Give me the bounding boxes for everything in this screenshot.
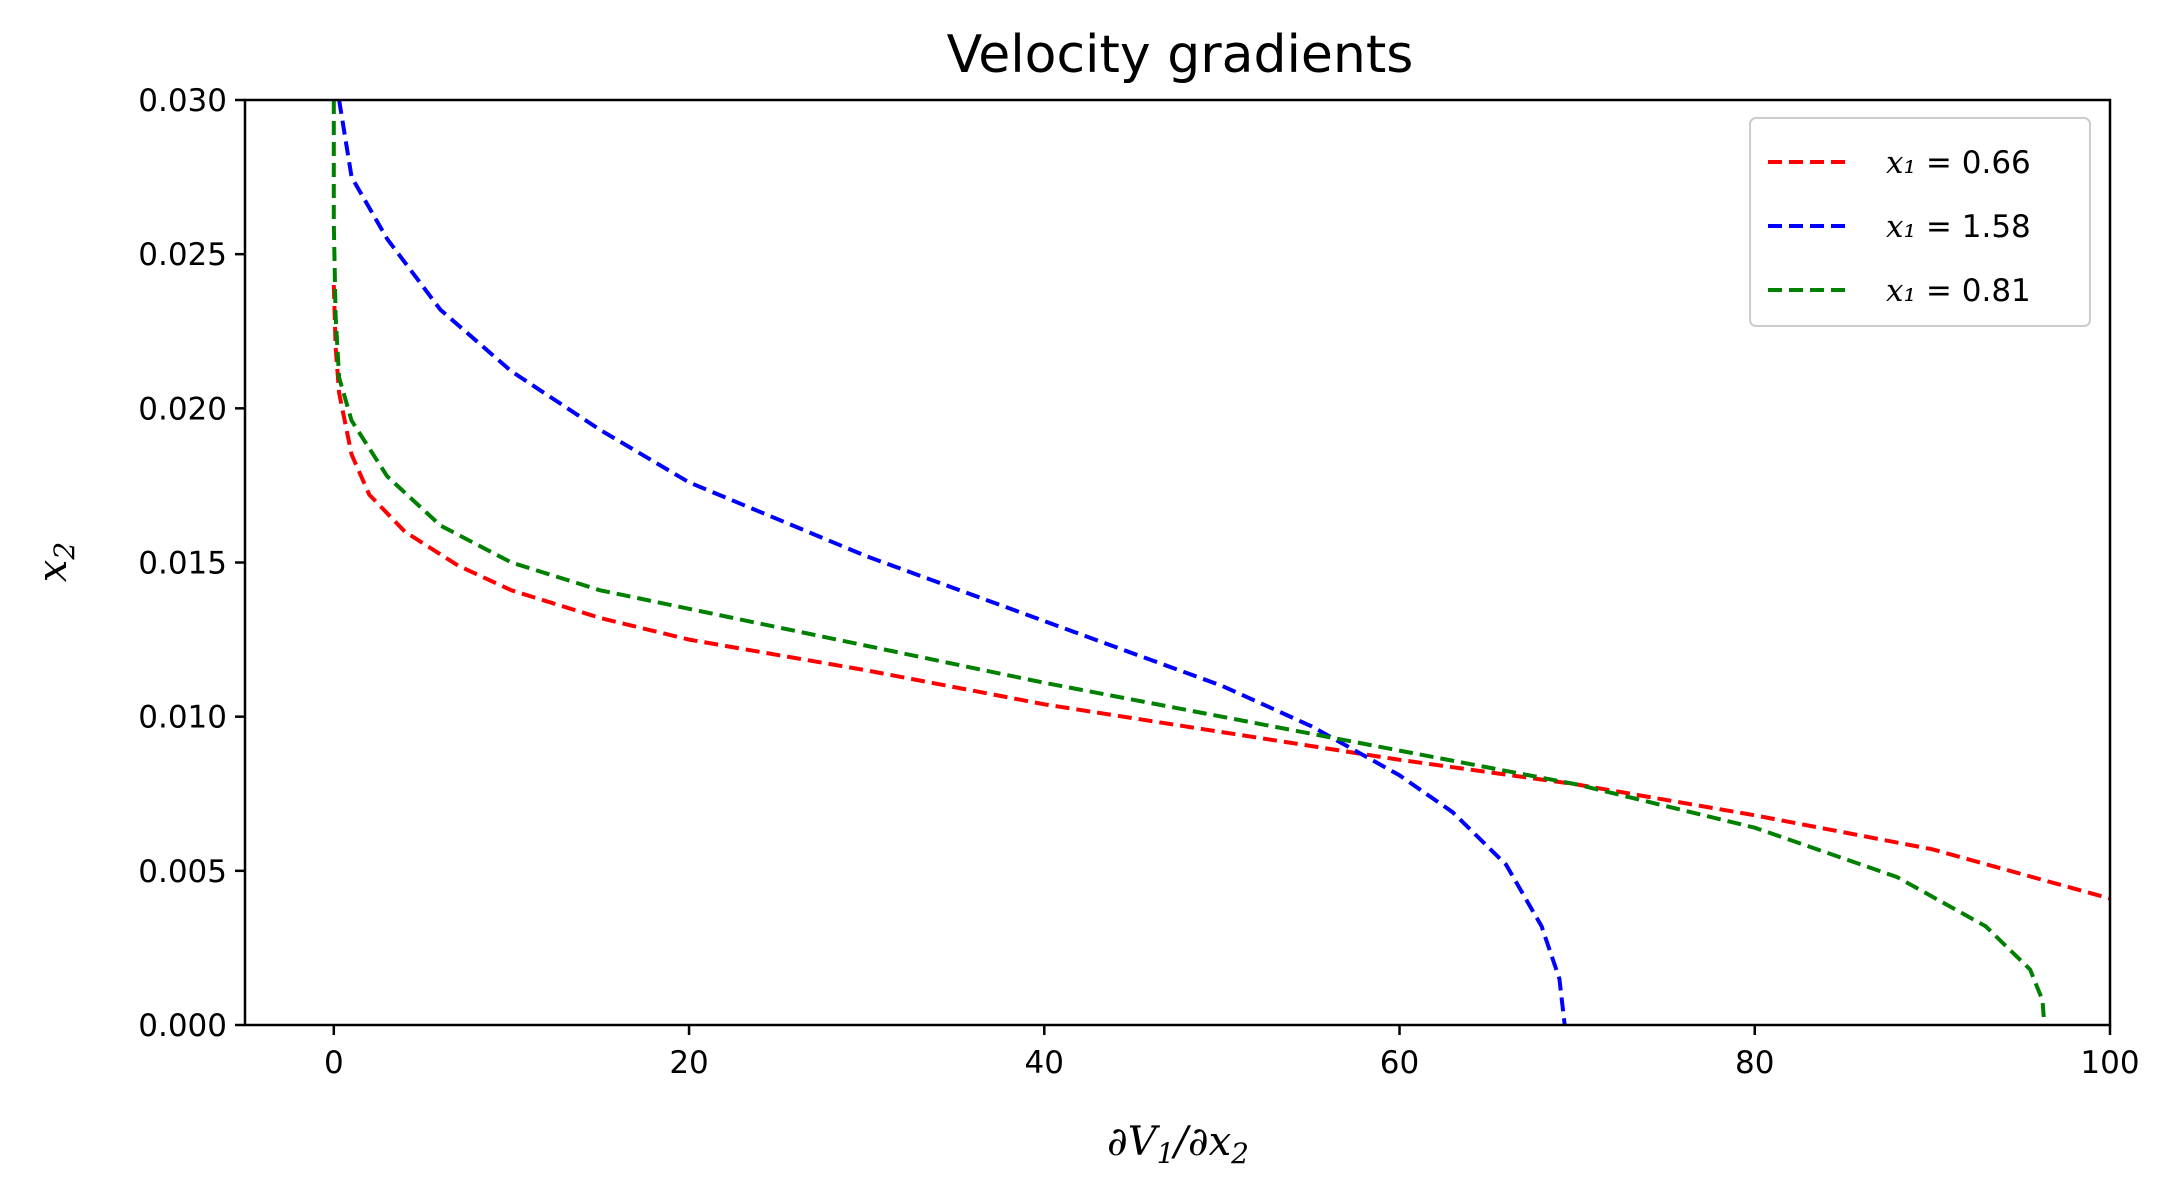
y-tick-label: 0.015 (138, 546, 227, 582)
chart-title: Velocity gradients (947, 25, 1414, 85)
x-tick-label: 40 (1025, 1045, 1064, 1081)
y-tick-label: 0.025 (138, 237, 227, 273)
y-tick-label: 0.020 (138, 391, 227, 427)
legend-var: x₁ (1886, 145, 1916, 181)
x-tick-label: 80 (1735, 1045, 1774, 1081)
legend-value: = 1.58 (1926, 209, 2031, 245)
legend-box (1749, 117, 2091, 327)
legend-value: = 0.66 (1926, 145, 2031, 181)
y-tick-label: 0.030 (138, 83, 227, 119)
y-tick-label: 0.010 (138, 700, 227, 736)
x-tick-label: 60 (1380, 1045, 1419, 1081)
legend-var: x₁ (1886, 209, 1916, 245)
x-tick-label: 20 (669, 1045, 708, 1081)
series-line-1 (331, 284, 2110, 901)
y-tick-label: 0.000 (138, 1008, 227, 1044)
legend-label: x₁ = 0.81 (1886, 273, 2031, 309)
legend-var: x₁ (1886, 273, 1916, 309)
legend-label: x₁ = 1.58 (1886, 209, 2031, 245)
y-tick-label: 0.005 (138, 854, 227, 890)
x-tick-label: 0 (324, 1045, 344, 1081)
y-axis-label: x2 (30, 542, 81, 582)
x-tick-label: 100 (2080, 1045, 2139, 1081)
x-axis: 0 20 40 60 80 100 (324, 1025, 2140, 1081)
series-line-3 (331, 100, 2047, 1025)
series-line-2 (337, 100, 1567, 1025)
legend-label: x₁ = 0.66 (1886, 145, 2031, 181)
legend-value: = 0.81 (1926, 273, 2031, 309)
x-axis-label: ∂V1/∂x2 (1107, 1119, 1249, 1170)
legend: x₁ = 0.66 x₁ = 1.58 x₁ = 0.81 (1749, 117, 2091, 327)
y-axis: 0.000 0.005 0.010 0.015 0.020 0.025 0.030 (138, 83, 245, 1044)
